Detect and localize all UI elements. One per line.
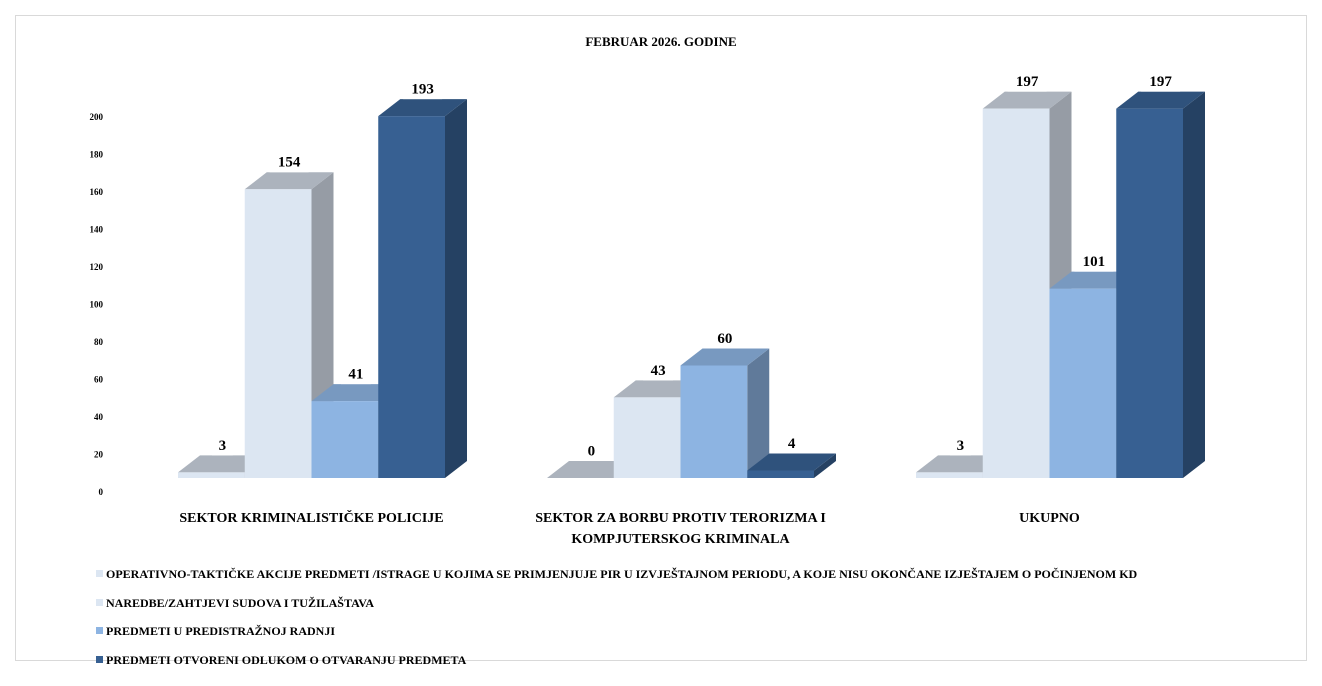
data-label: 193: [411, 82, 434, 98]
data-label-box: [580, 441, 602, 461]
bar-top: [378, 99, 467, 117]
x-tick-label: SEKTOR ZA BORBU PROTIV TERORIZMA I KOMPJ…: [535, 511, 826, 547]
bar: [680, 365, 748, 478]
bar-top: [613, 380, 703, 398]
data-label-box: [1141, 71, 1181, 92]
bar-top: [1116, 91, 1205, 109]
bar: [613, 397, 681, 478]
data-label-box: [949, 435, 971, 456]
chart-title: FEBRUAR 2026. GODINE: [585, 34, 736, 49]
legend-label: OPERATIVNO-TAKTIČKE AKCIJE PREDMETI /IST…: [106, 567, 1138, 581]
y-tick-label: 80: [94, 337, 104, 347]
bar-top: [244, 172, 334, 190]
legend-item: PREDMETI OTVORENI ODLUKOM O OTVARANJU PR…: [96, 653, 466, 668]
data-label: 41: [348, 367, 363, 383]
legend-item: NAREDBE/ZAHTJEVI SUDOVA I TUŽILAŠTAVA: [96, 596, 374, 611]
data-label: 197: [1149, 74, 1172, 90]
data-label-box: [1074, 251, 1114, 272]
y-tick-label: 0: [99, 487, 104, 497]
bar: [378, 116, 445, 478]
legend-swatch: [96, 655, 103, 663]
data-label-box: [781, 433, 803, 454]
data-label: 0: [588, 443, 596, 459]
bar: [1116, 108, 1183, 478]
legend-item: PREDMETI U PREDISTRAŽNOJ RADNJI: [96, 624, 335, 639]
data-label: 60: [717, 331, 732, 347]
data-label-box: [643, 360, 674, 381]
data-label: 197: [1016, 74, 1039, 90]
data-label: 3: [957, 438, 965, 454]
bar-top: [1049, 271, 1139, 289]
bar: [178, 472, 245, 478]
y-tick-label: 20: [94, 450, 104, 460]
data-label: 101: [1083, 254, 1106, 270]
bar: [982, 108, 1050, 478]
bar-top: [178, 455, 267, 473]
x-tick-label: UKUPNO: [1019, 511, 1080, 526]
y-tick-label: 60: [94, 375, 104, 385]
legend-swatch: [96, 570, 103, 577]
data-label: 4: [788, 436, 796, 452]
legend-swatch: [96, 627, 103, 634]
legend-label: NAREDBE/ZAHTJEVI SUDOVA I TUŽILAŠTAVA: [106, 595, 374, 610]
legend-item: OPERATIVNO-TAKTIČKE AKCIJE PREDMETI /IST…: [96, 567, 1137, 582]
bar-side: [747, 348, 770, 478]
legend-label: PREDMETI U PREDISTRAŽNOJ RADNJI: [106, 624, 336, 638]
bar-top: [680, 348, 770, 366]
y-tick-label: 140: [90, 225, 104, 235]
data-label-box: [403, 79, 443, 100]
bar: [1049, 288, 1117, 478]
bar: [747, 470, 814, 478]
y-tick-label: 180: [90, 150, 104, 160]
y-tick-label: 160: [90, 187, 104, 197]
data-label-box: [1007, 71, 1047, 92]
bar: [916, 472, 983, 478]
data-label-box: [709, 328, 740, 349]
bar: [244, 189, 312, 478]
data-label: 154: [278, 155, 301, 171]
data-label: 43: [651, 363, 666, 379]
data-label: 3: [219, 438, 227, 454]
y-tick-label: 100: [90, 300, 104, 310]
data-label-box: [340, 364, 371, 385]
bar-top: [747, 453, 836, 471]
bar: [311, 401, 379, 478]
data-label-box: [269, 152, 309, 173]
x-tick-label: SEKTOR KRIMINALISTIČKE POLICIJE: [179, 511, 444, 526]
data-label-box: [211, 435, 233, 456]
legend-label: PREDMETI OTVORENI ODLUKOM O OTVARANJU PR…: [106, 652, 467, 667]
legend-swatch: [96, 598, 103, 606]
y-tick-label: 120: [90, 262, 104, 272]
bar-side: [1183, 91, 1205, 478]
bar-top: [547, 461, 636, 478]
y-tick-label: 40: [94, 412, 104, 422]
bar-side: [445, 99, 467, 478]
bar-top: [982, 91, 1072, 109]
bar-side: [814, 453, 836, 478]
bar-top: [311, 384, 401, 402]
bar-top: [916, 455, 1005, 473]
y-tick-label: 200: [90, 112, 104, 122]
